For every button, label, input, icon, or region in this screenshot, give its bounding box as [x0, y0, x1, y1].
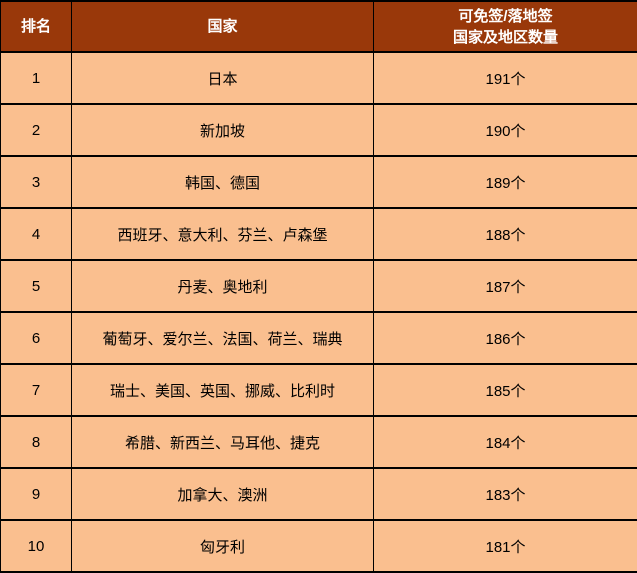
rank-cell: 4: [0, 207, 72, 261]
count-cell: 187个: [373, 259, 637, 313]
table-row: 7 瑞士、美国、英国、挪威、比利时 185个: [0, 363, 637, 417]
count-cell: 185个: [373, 363, 637, 417]
table-row: 8 希腊、新西兰、马耳他、捷克 184个: [0, 415, 637, 469]
table-row: 5 丹麦、奥地利 187个: [0, 259, 637, 313]
rank-cell: 6: [0, 311, 72, 365]
count-cell: 190个: [373, 103, 637, 157]
count-cell: 183个: [373, 467, 637, 521]
table-row: 6 葡萄牙、爱尔兰、法国、荷兰、瑞典 186个: [0, 311, 637, 365]
table-row: 3 韩国、德国 189个: [0, 155, 637, 209]
col-header-rank: 排名: [0, 0, 72, 53]
rank-cell: 3: [0, 155, 72, 209]
countries-cell: 匈牙利: [71, 519, 374, 573]
rank-cell: 9: [0, 467, 72, 521]
col-header-country: 国家: [71, 0, 374, 53]
table-row: 2 新加坡 190个: [0, 103, 637, 157]
countries-cell: 日本: [71, 51, 374, 105]
countries-cell: 丹麦、奥地利: [71, 259, 374, 313]
rank-cell: 8: [0, 415, 72, 469]
col-header-count-line2: 国家及地区数量: [452, 28, 558, 46]
count-cell: 184个: [373, 415, 637, 469]
rank-cell: 7: [0, 363, 72, 417]
rank-cell: 1: [0, 51, 72, 105]
count-cell: 191个: [373, 51, 637, 105]
count-cell: 189个: [373, 155, 637, 209]
countries-cell: 新加坡: [71, 103, 374, 157]
table-row: 1 日本 191个: [0, 51, 637, 105]
col-header-count: 可免签/落地签 国家及地区数量: [373, 0, 637, 53]
rank-cell: 10: [0, 519, 72, 573]
header-row: 排名 国家 可免签/落地签 国家及地区数量: [0, 0, 637, 53]
countries-cell: 葡萄牙、爱尔兰、法国、荷兰、瑞典: [71, 311, 374, 365]
table-row: 4 西班牙、意大利、芬兰、卢森堡 188个: [0, 207, 637, 261]
table-row: 10 匈牙利 181个: [0, 519, 637, 573]
countries-cell: 西班牙、意大利、芬兰、卢森堡: [71, 207, 374, 261]
count-cell: 181个: [373, 519, 637, 573]
countries-cell: 希腊、新西兰、马耳他、捷克: [71, 415, 374, 469]
countries-cell: 瑞士、美国、英国、挪威、比利时: [71, 363, 374, 417]
countries-cell: 韩国、德国: [71, 155, 374, 209]
countries-cell: 加拿大、澳洲: [71, 467, 374, 521]
rank-cell: 2: [0, 103, 72, 157]
count-cell: 186个: [373, 311, 637, 365]
rank-cell: 5: [0, 259, 72, 313]
table-row: 9 加拿大、澳洲 183个: [0, 467, 637, 521]
count-cell: 188个: [373, 207, 637, 261]
col-header-count-line1: 可免签/落地签: [458, 7, 553, 25]
